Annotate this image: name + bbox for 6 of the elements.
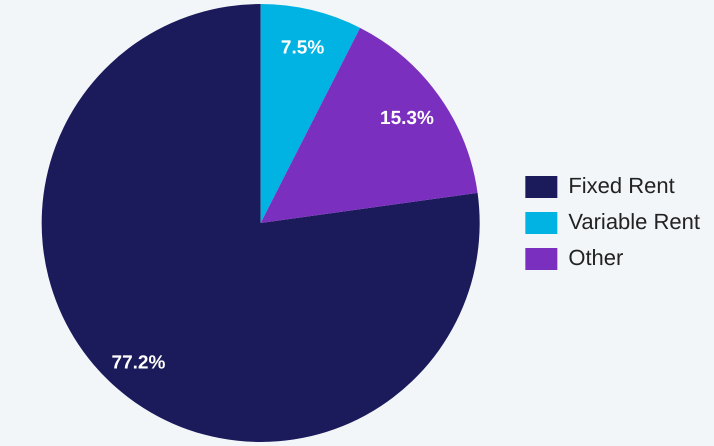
legend-label: Fixed Rent [568, 173, 675, 198]
data-label: 77.2% [112, 352, 166, 374]
data-label: 7.5% [280, 38, 324, 59]
data-label: 15.3% [380, 108, 434, 130]
legend-label: Variable Rent [568, 209, 700, 234]
legend-label: Other [568, 245, 624, 270]
